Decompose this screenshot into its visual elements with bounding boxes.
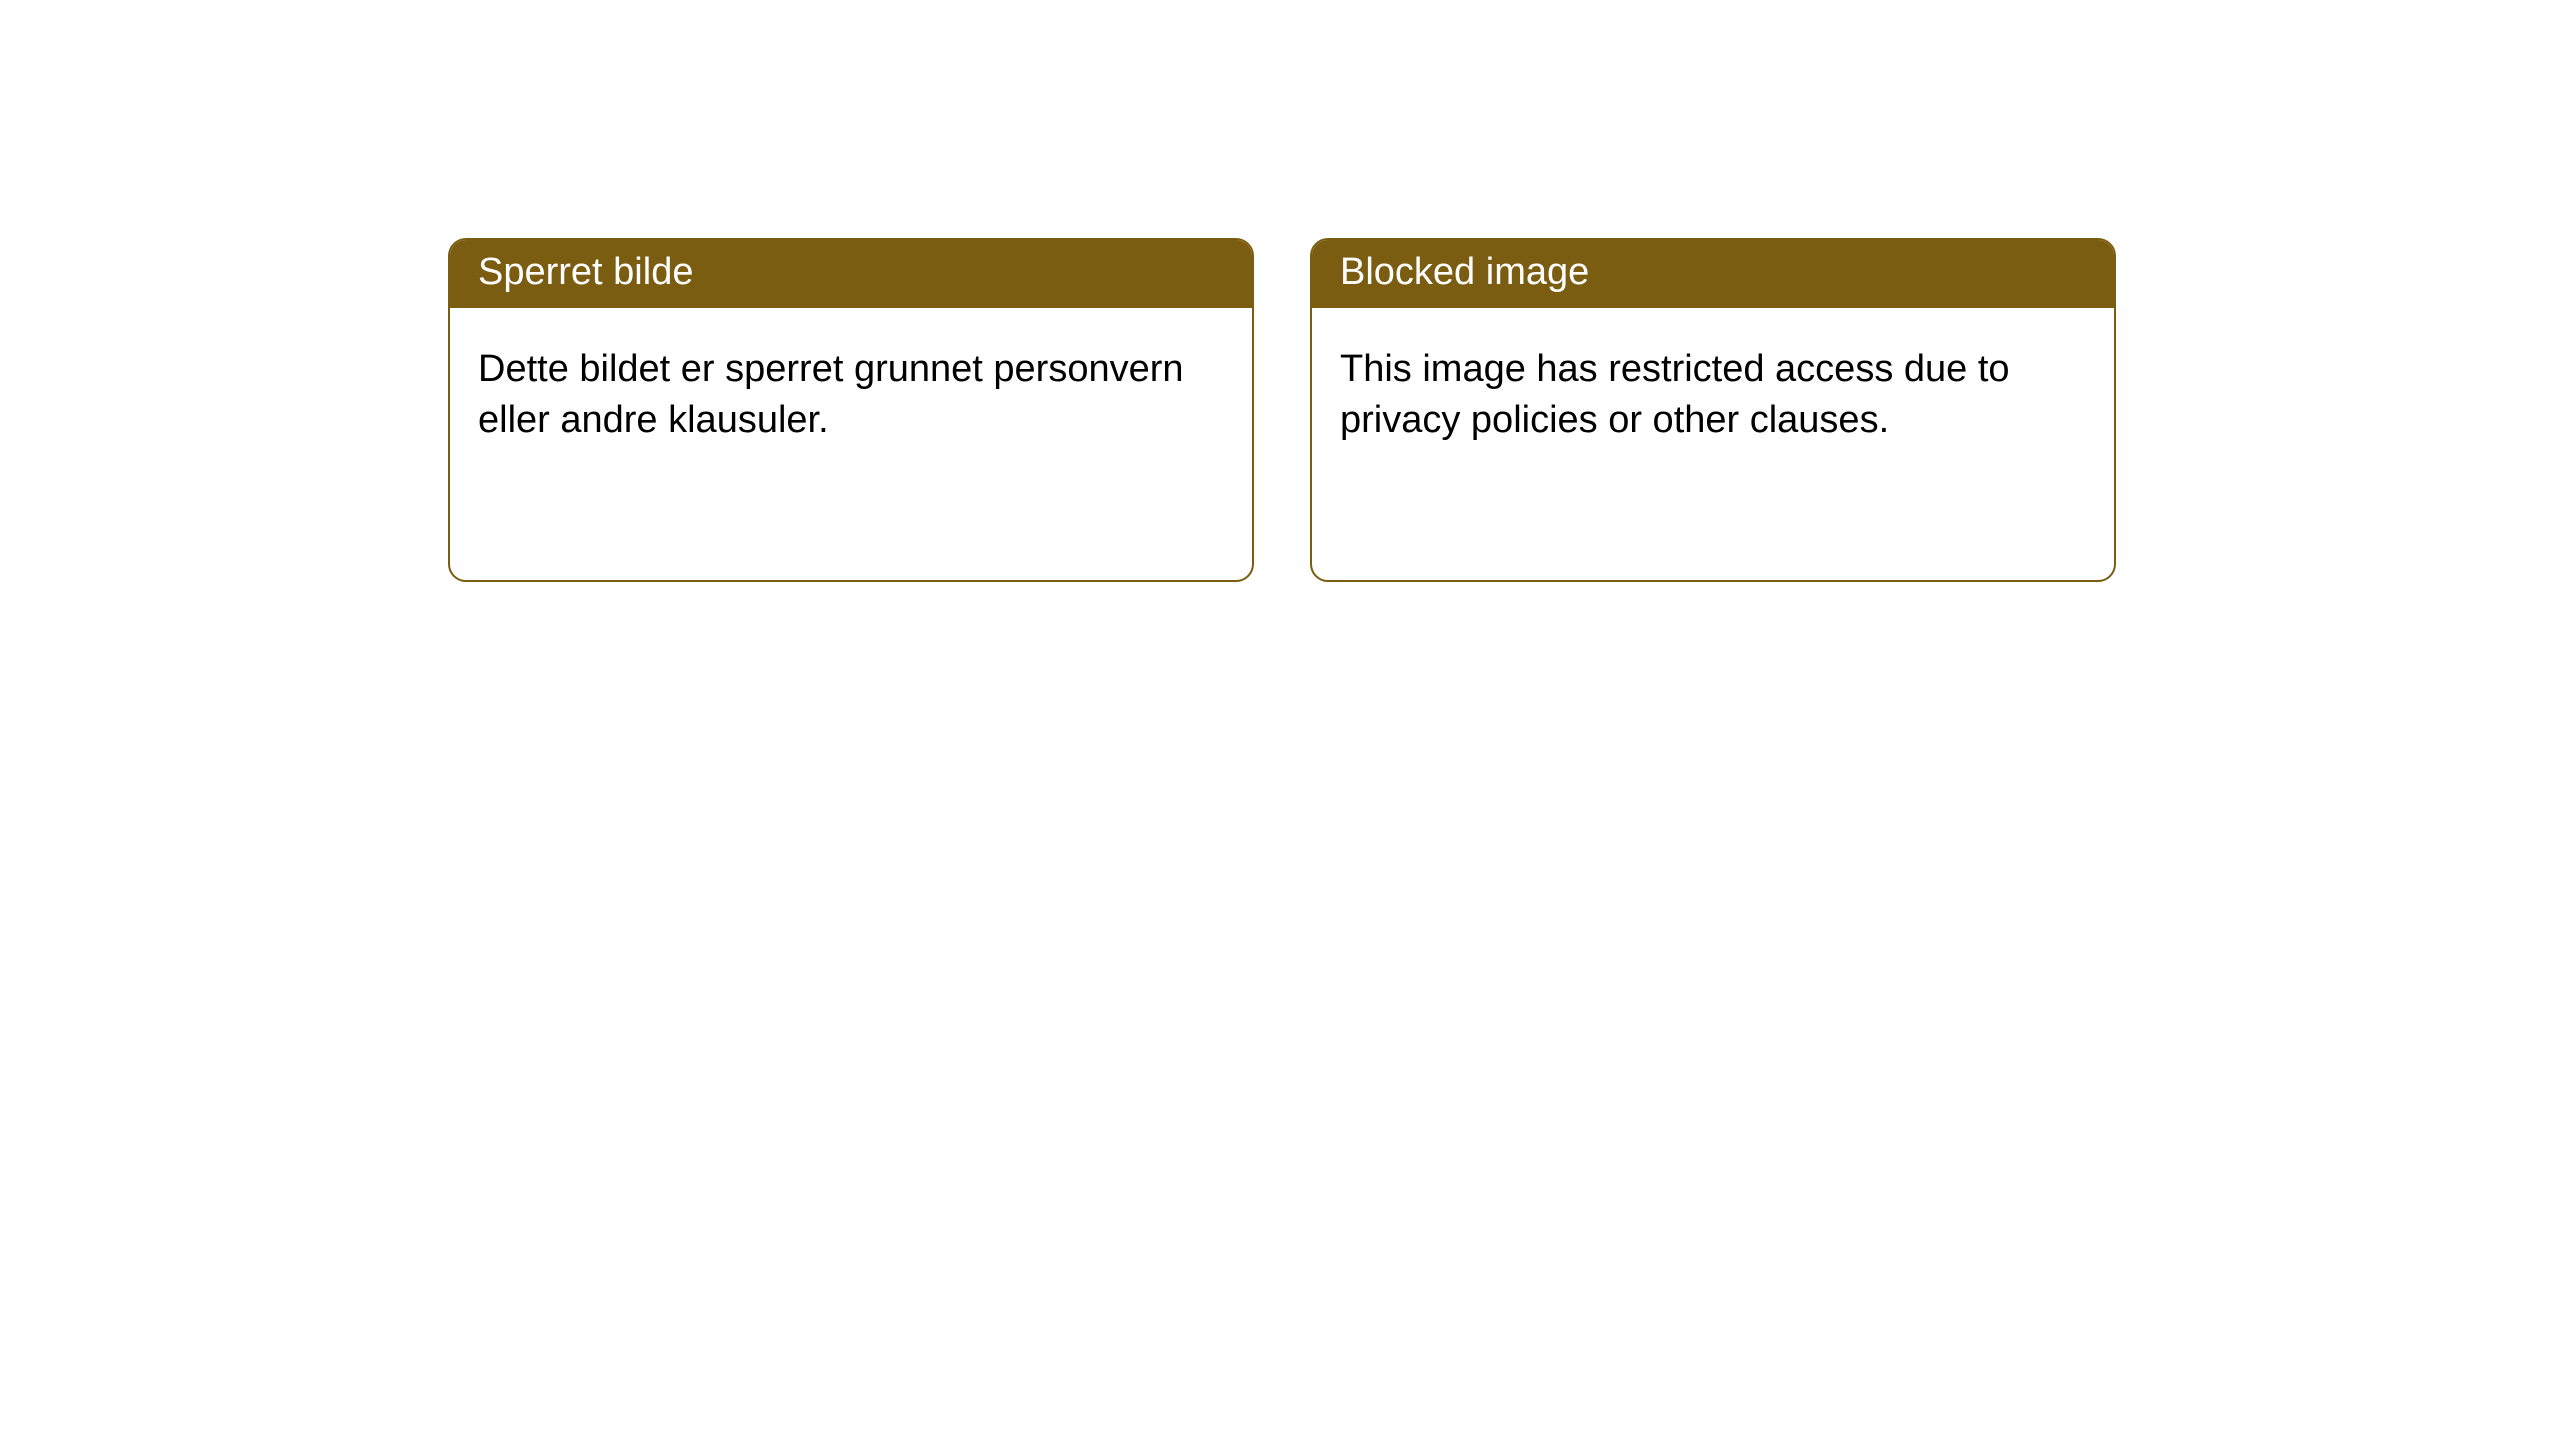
notice-container: Sperret bilde Dette bildet er sperret gr… bbox=[0, 0, 2560, 582]
card-body-en: This image has restricted access due to … bbox=[1312, 308, 2114, 580]
card-title-en: Blocked image bbox=[1312, 240, 2114, 308]
card-title-no: Sperret bilde bbox=[450, 240, 1252, 308]
card-body-no: Dette bildet er sperret grunnet personve… bbox=[450, 308, 1252, 580]
blocked-image-card-en: Blocked image This image has restricted … bbox=[1310, 238, 2116, 582]
blocked-image-card-no: Sperret bilde Dette bildet er sperret gr… bbox=[448, 238, 1254, 582]
